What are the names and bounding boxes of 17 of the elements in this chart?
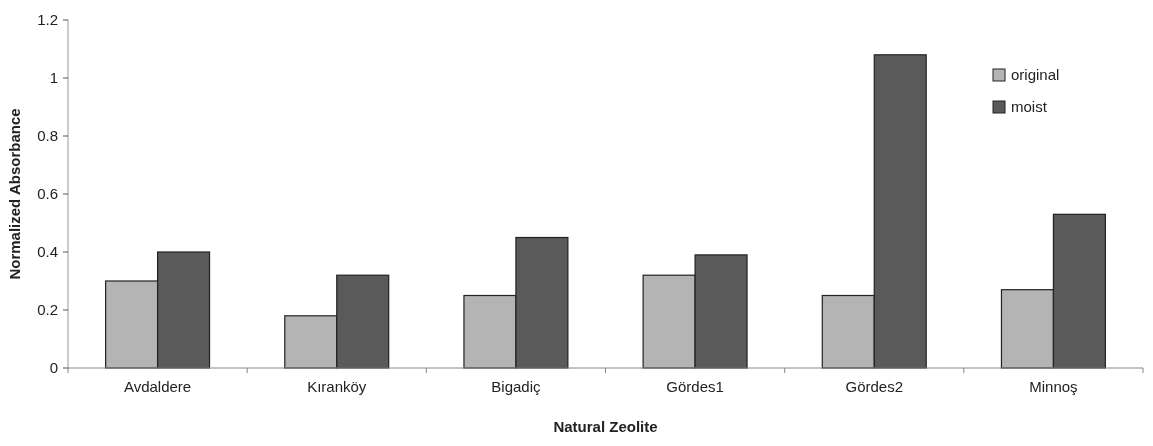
x-tick-label: Bigadiç [491,378,542,395]
y-tick-label: 0.8 [37,127,58,145]
x-tick-label: Gördes2 [845,378,904,395]
y-tick-label: 0.2 [37,301,58,319]
legend-label: original [1011,66,1060,84]
legend-label: moist [1011,98,1048,116]
y-tick-label: 0.4 [37,243,58,261]
y-tick-label: 0.6 [37,185,58,203]
y-axis-title: Normalized Absorbance [6,108,23,280]
y-tick-label: 1.2 [37,11,58,29]
y-tick-label: 0 [49,359,58,377]
x-tick-label: Kıranköy [307,378,367,395]
x-axis-title: Natural Zeolite [553,418,658,435]
y-tick-label: 1 [49,69,58,87]
x-tick-label: Gördes1 [666,378,724,395]
x-tick-label: Minnoş [1029,378,1078,395]
x-tick-label: Avdaldere [123,378,192,395]
